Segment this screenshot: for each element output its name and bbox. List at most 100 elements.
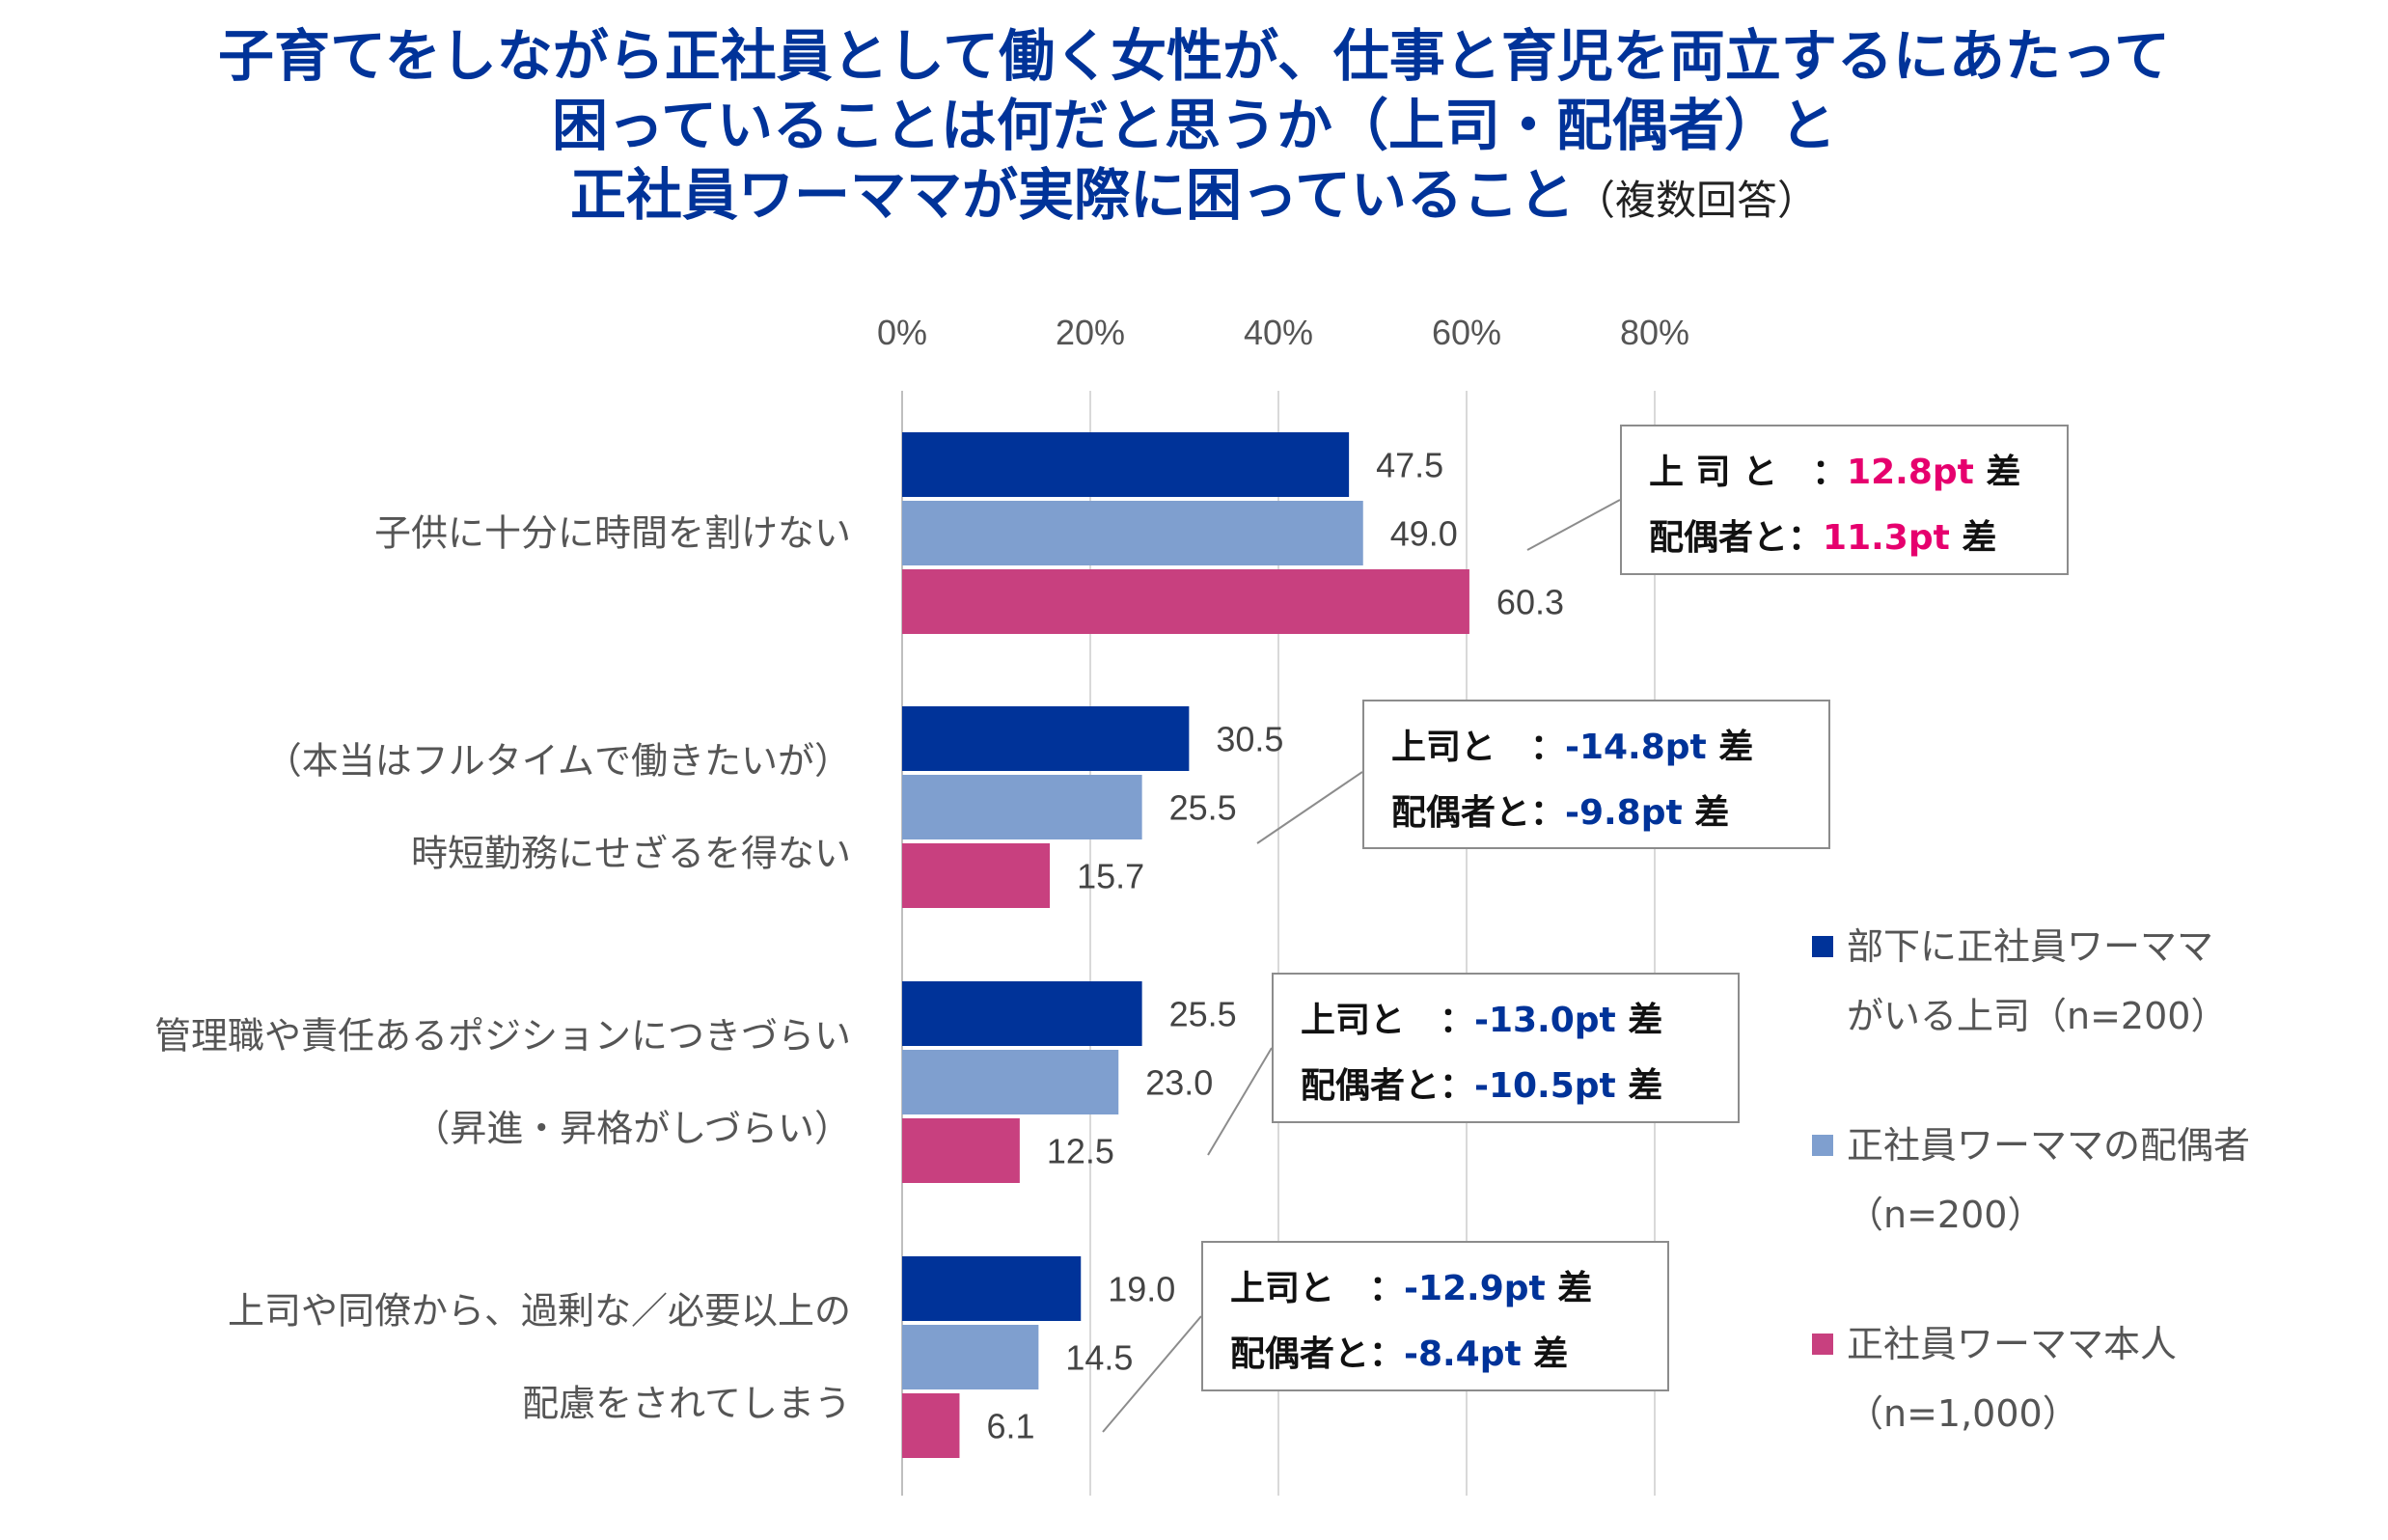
bar — [902, 501, 1363, 565]
callout-value: -14.8pt — [1565, 728, 1707, 767]
value-label: 14.5 — [1065, 1338, 1133, 1378]
value-label: 23.0 — [1145, 1063, 1213, 1103]
bars — [902, 432, 1469, 1458]
category-label: 時短勤務にせざるを得ない — [411, 833, 851, 875]
callout-row-boss: 上司と ：-13.0pt 差 — [1301, 988, 1711, 1054]
value-label: 25.5 — [1169, 788, 1237, 828]
value-labels: 47.5 30.5 25.5 19.0 49.0 25.5 23.0 14.5 60.3 15.7… — [986, 446, 1564, 1446]
value-label: 60.3 — [1496, 583, 1564, 622]
bar — [902, 706, 1190, 771]
legend-label: 部下に正社員ワーママ — [1847, 925, 2214, 968]
category-label: 上司や同僚から、過剰な／必要以上の — [228, 1290, 851, 1333]
callout-label: 配偶者と： — [1391, 793, 1566, 833]
callout-row-boss: 上司と ：-14.8pt 差 — [1391, 715, 1801, 781]
callout-unit: 差 — [1545, 1269, 1593, 1308]
bar — [902, 1118, 1020, 1183]
legend-item: 正社員ワーママの配偶者 （n=200） — [1812, 1111, 2352, 1250]
title-line-3: 正社員ワーママが実際に困っていること（複数回答） — [0, 160, 2388, 235]
callout-label: 配偶者と： — [1230, 1334, 1405, 1374]
callout-unit: 差 — [1973, 453, 2021, 492]
category-labels: 子供に十分に時間を割けない （本当はフルタイムで働きたいが） 時短勤務にせざるを得な… — [154, 512, 851, 1425]
callout-row-spouse: 配偶者と：-8.4pt 差 — [1230, 1322, 1640, 1388]
legend-label: （n=200） — [1847, 1194, 2045, 1236]
category-label: 配慮をされてしまう — [522, 1383, 851, 1425]
callout-unit: 差 — [1949, 518, 1997, 558]
bar — [902, 569, 1469, 634]
bar — [902, 843, 1051, 908]
value-label: 47.5 — [1376, 446, 1443, 485]
legend-label: 正社員ワーママ本人 — [1847, 1323, 2178, 1365]
difference-callout: 上 司 と ：12.8pt 差配偶者と：11.3pt 差 — [1620, 425, 2069, 575]
legend-swatch — [1812, 1135, 1833, 1156]
difference-callout: 上司と ：-14.8pt 差配偶者と：-9.8pt 差 — [1362, 700, 1830, 849]
callout-unit: 差 — [1706, 728, 1754, 767]
legend-label: 正社員ワーママの配偶者 — [1847, 1124, 2251, 1167]
x-tick-label: 60% — [1432, 313, 1501, 352]
callout-value: -8.4pt — [1404, 1334, 1522, 1374]
value-label: 12.5 — [1047, 1132, 1114, 1171]
legend-swatch — [1812, 1334, 1833, 1355]
callout-label: 上司と ： — [1391, 728, 1566, 767]
category-label: 子供に十分に時間を割けない — [374, 512, 851, 555]
value-label: 49.0 — [1390, 514, 1458, 554]
callout-row-boss: 上司と ：-12.9pt 差 — [1230, 1256, 1640, 1322]
bar — [902, 775, 1142, 839]
bar — [902, 1256, 1082, 1321]
value-label: 30.5 — [1216, 720, 1283, 759]
callout-leader-line — [1526, 499, 1621, 551]
legend-swatch — [1812, 936, 1833, 957]
legend-item: 正社員ワーママ本人 （n=1,000） — [1812, 1309, 2352, 1448]
callout-label: 配偶者と： — [1301, 1066, 1475, 1106]
chart-title: 子育てをしながら正社員として働く女性が、仕事と育児を両立するにあたって 困ってい… — [0, 21, 2388, 235]
legend-label: （n=1,000） — [1847, 1392, 2079, 1435]
value-label: 6.1 — [986, 1407, 1034, 1446]
callout-leader-line — [1102, 1315, 1202, 1433]
callout-unit: 差 — [1682, 793, 1730, 833]
callout-label: 上司と ： — [1230, 1269, 1405, 1308]
legend: 部下に正社員ワーママ がいる上司（n=200） 正社員ワーママの配偶者 （n=200）… — [1812, 912, 2352, 1508]
title-line-3-text: 正社員ワーママが実際に困っていること — [569, 162, 1576, 228]
callout-value: -10.5pt — [1474, 1066, 1616, 1106]
x-tick-label: 80% — [1620, 313, 1689, 352]
value-label: 25.5 — [1169, 995, 1237, 1034]
callout-label: 配偶者と： — [1649, 518, 1824, 558]
callout-value: -9.8pt — [1565, 793, 1683, 833]
callout-value: -12.9pt — [1404, 1269, 1546, 1308]
title-line-1: 子育てをしながら正社員として働く女性が、仕事と育児を両立するにあたって — [217, 23, 2171, 89]
callout-label: 上司と ： — [1301, 1001, 1475, 1040]
x-axis-ticks: 0% 20% 40% 60% 80% — [877, 313, 1689, 352]
callout-leader-line — [1256, 771, 1363, 844]
x-tick-label: 40% — [1244, 313, 1313, 352]
callout-row-spouse: 配偶者と：-10.5pt 差 — [1301, 1054, 1711, 1119]
callout-row-spouse: 配偶者と：-9.8pt 差 — [1391, 781, 1801, 846]
legend-label: がいる上司（n=200） — [1847, 995, 2228, 1037]
callout-row-boss: 上 司 と ：12.8pt 差 — [1649, 440, 2040, 506]
value-label: 15.7 — [1077, 857, 1144, 896]
bar — [902, 1393, 960, 1458]
callout-value: -13.0pt — [1474, 1001, 1616, 1040]
bar — [902, 1325, 1039, 1389]
bar — [902, 1050, 1119, 1114]
legend-item: 部下に正社員ワーママ がいる上司（n=200） — [1812, 912, 2352, 1051]
callout-row-spouse: 配偶者と：11.3pt 差 — [1649, 506, 2040, 571]
difference-callout: 上司と ：-12.9pt 差配偶者と：-8.4pt 差 — [1201, 1241, 1669, 1391]
category-label: （本当はフルタイムで働きたいが） — [265, 740, 851, 783]
category-label: 管理職や責任あるポジションにつきづらい — [154, 1015, 851, 1058]
x-tick-label: 20% — [1056, 313, 1125, 352]
callout-unit: 差 — [1615, 1001, 1663, 1040]
value-label: 19.0 — [1108, 1270, 1175, 1309]
callout-leaders — [1102, 499, 1621, 1433]
callout-unit: 差 — [1521, 1334, 1569, 1374]
category-label: （昇進・昇格がしづらい） — [413, 1108, 851, 1150]
title-note: （複数回答） — [1575, 177, 1819, 224]
callout-value: 12.8pt — [1847, 453, 1974, 492]
callout-value: 11.3pt — [1823, 518, 1950, 558]
x-tick-label: 0% — [877, 313, 927, 352]
title-line-2: 困っていることは何だと思うか（上司・配偶者）と — [551, 93, 1837, 158]
bar — [902, 432, 1350, 497]
callout-leader-line — [1207, 1047, 1273, 1156]
difference-callout: 上司と ：-13.0pt 差配偶者と：-10.5pt 差 — [1272, 973, 1740, 1123]
callout-unit: 差 — [1615, 1066, 1663, 1106]
bar — [902, 981, 1142, 1046]
